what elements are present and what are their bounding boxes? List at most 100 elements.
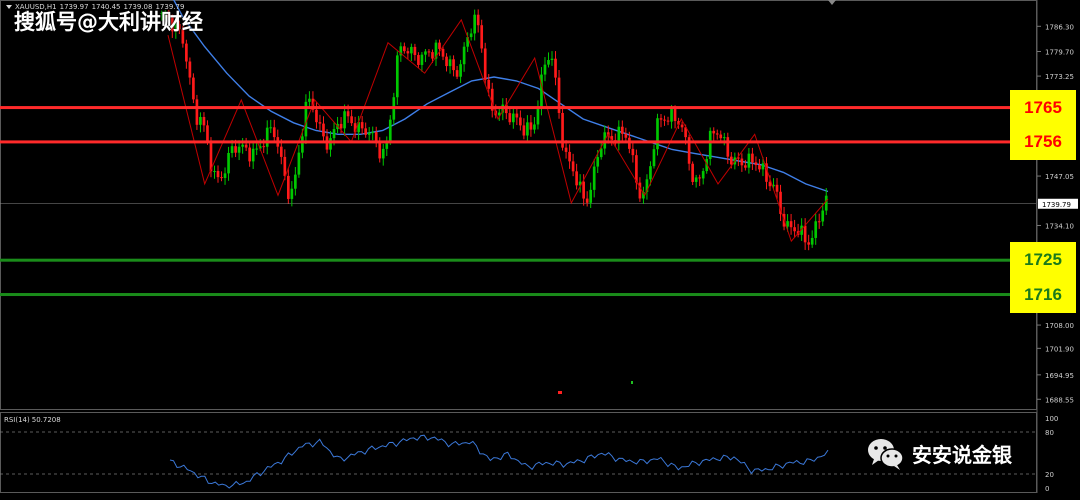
candle-body — [635, 155, 638, 183]
candle-body — [585, 198, 589, 203]
level-box-1756: 1756 — [1010, 123, 1076, 160]
candle-body — [185, 43, 188, 62]
chart-corner-arrow-icon — [828, 0, 836, 5]
candle-body — [638, 182, 642, 199]
moving-average — [173, 0, 829, 193]
candle-body — [188, 61, 192, 78]
candle-body — [726, 137, 730, 157]
candle-body — [571, 161, 575, 172]
candle-body — [322, 123, 325, 137]
candle-body — [649, 166, 652, 180]
candle-body — [304, 101, 308, 137]
axis-tick-label: 1688.55 — [1045, 396, 1074, 404]
zigzag-line — [167, 18, 829, 243]
candle-body — [533, 124, 536, 130]
candle-body — [744, 165, 747, 168]
candle-body — [772, 184, 775, 187]
candle-body — [374, 132, 378, 143]
watermark-bottom: 安安说金银 — [866, 435, 1012, 471]
candle-body — [395, 55, 399, 98]
candle-body — [424, 51, 427, 55]
candle-body — [663, 119, 666, 121]
candle-body — [515, 113, 519, 118]
axis-tick-label: 1708.00 — [1045, 322, 1074, 330]
candle-body — [269, 127, 273, 129]
candle-body — [265, 127, 269, 147]
candle-body — [403, 46, 406, 52]
candle-body — [417, 55, 420, 65]
candle-body — [596, 157, 600, 167]
rsi-label: RSI(14) 50.7208 — [4, 416, 63, 424]
candle-body — [174, 24, 178, 32]
rsi-indicator: 100 80 20 0 — [0, 415, 1058, 493]
candle-body — [589, 189, 593, 203]
axis-tick-label: 1734.10 — [1045, 222, 1074, 230]
candle-body — [620, 126, 624, 134]
candle-body — [599, 148, 603, 158]
ohlc-close: 1739.79 — [155, 3, 185, 11]
candle-body — [543, 64, 547, 75]
ohlc-high: 1740.45 — [91, 3, 121, 11]
candle-body — [708, 130, 712, 159]
candle-body — [519, 117, 522, 126]
candlesticks — [160, 9, 828, 251]
candle-body — [747, 153, 751, 168]
candle-body — [406, 51, 410, 54]
candle-body — [216, 171, 220, 178]
candle-body — [170, 17, 174, 32]
candle-body — [248, 147, 251, 162]
rsi-tick-label: 100 — [1045, 415, 1058, 423]
candle-body — [364, 128, 368, 135]
candle-body — [645, 179, 649, 192]
candle-body — [420, 54, 424, 65]
candle-body — [255, 148, 259, 150]
candle-body — [209, 142, 213, 172]
candle-body — [821, 210, 825, 222]
axis-tick-label: 1773.25 — [1045, 73, 1074, 81]
candle-body — [529, 122, 533, 130]
candle-body — [758, 165, 761, 170]
rsi-name: RSI(14) — [4, 416, 30, 424]
rsi-tick-label: 80 — [1045, 429, 1054, 437]
candle-body — [522, 125, 526, 136]
candle-body — [367, 132, 371, 135]
dropdown-arrow-icon[interactable] — [6, 5, 12, 9]
support-line-1716 — [0, 293, 1010, 297]
candle-body — [729, 156, 733, 165]
candle-body — [617, 126, 621, 144]
candle-body — [318, 122, 322, 124]
candle-body — [715, 133, 719, 135]
candle-body — [550, 58, 554, 60]
candle-body — [223, 173, 227, 179]
candle-body — [350, 116, 353, 124]
candle-body — [737, 157, 740, 159]
candle-body — [698, 177, 702, 179]
candle-body — [452, 59, 455, 71]
candle-body — [786, 221, 789, 227]
candle-body — [360, 122, 364, 129]
candle-body — [575, 171, 578, 186]
candle-body — [178, 24, 181, 30]
candle-body — [357, 122, 360, 133]
candle-body — [582, 181, 585, 199]
candle-body — [768, 181, 772, 187]
candle-body — [399, 46, 403, 56]
candle-body — [227, 152, 230, 174]
rsi-line — [169, 434, 829, 489]
candle-body — [568, 151, 571, 162]
candle-body — [751, 153, 754, 163]
candle-body — [353, 123, 357, 133]
axis-tick-label: 1694.95 — [1045, 372, 1074, 380]
level-box-1725: 1725 — [1010, 242, 1076, 279]
candle-body — [687, 137, 691, 164]
candle-body — [462, 46, 466, 65]
candle-body — [167, 12, 171, 18]
candle-body — [701, 171, 705, 179]
ohlc-open: 1739.97 — [59, 3, 89, 11]
candle-body — [381, 148, 385, 159]
candle-body — [206, 125, 209, 143]
candle-body — [283, 156, 287, 176]
candle-body — [202, 116, 206, 126]
candle-body — [547, 59, 550, 65]
